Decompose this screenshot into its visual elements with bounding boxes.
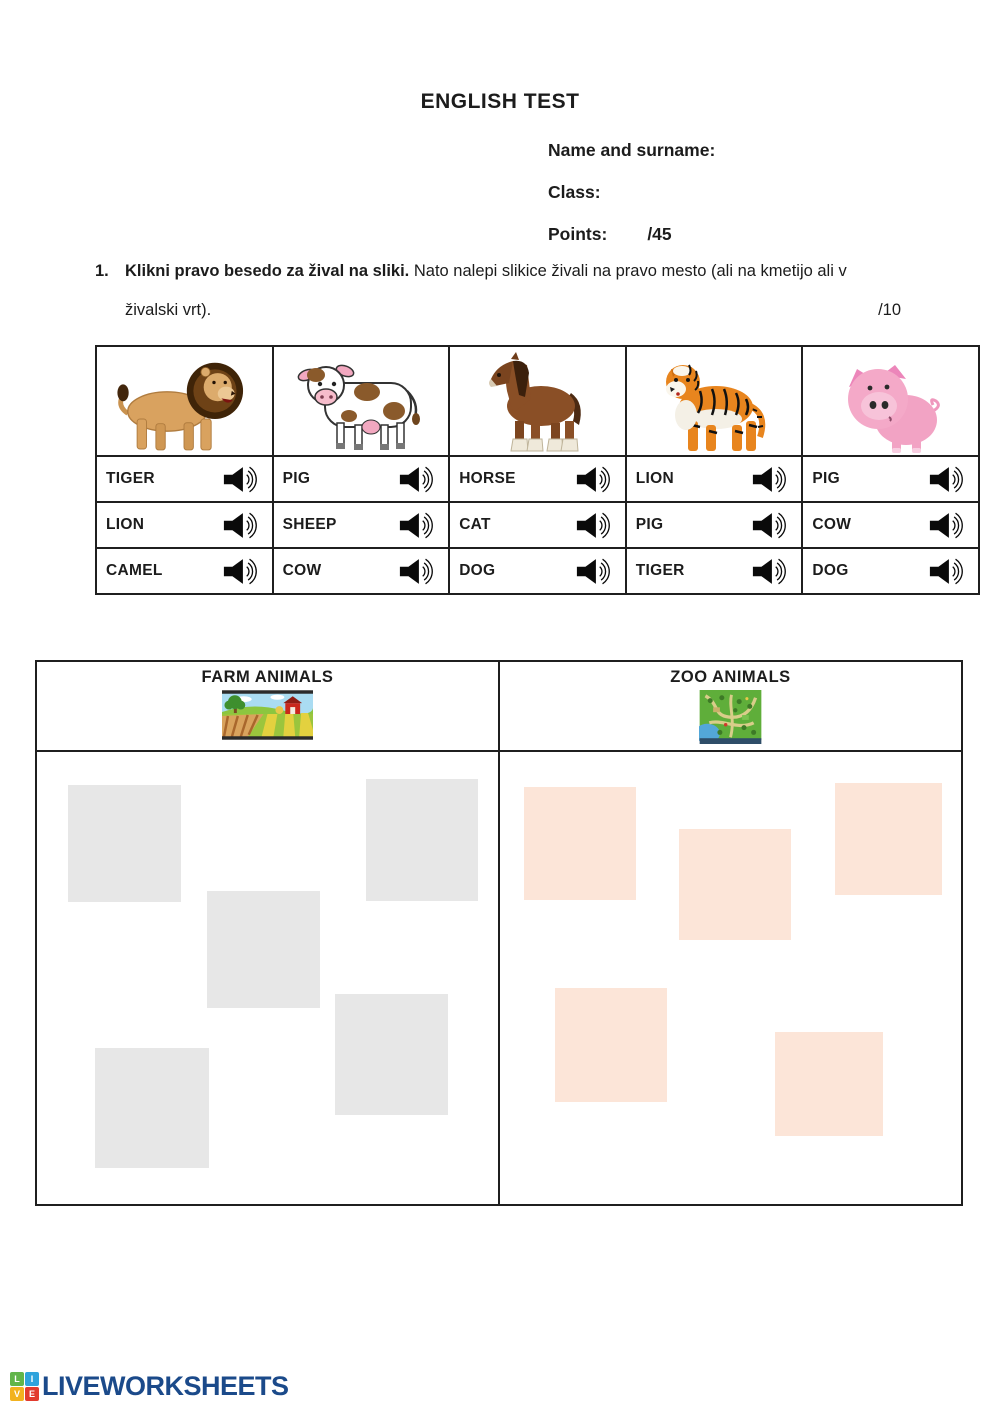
word-option-cell: COW [271, 547, 451, 595]
word-option[interactable]: COW [282, 562, 322, 579]
word-option-cell: CAMEL [95, 547, 274, 595]
animal-image-row [95, 345, 980, 457]
logo-text: LIVEWORKSHEETS [42, 1371, 289, 1401]
zoo-title: ZOO ANIMALS [670, 668, 791, 686]
logo-tile: I [25, 1372, 39, 1386]
cow-image [297, 364, 420, 450]
word-option[interactable]: PIG [812, 470, 840, 487]
pig-image-cell [801, 345, 980, 457]
word-option[interactable]: SHEEP [282, 516, 337, 533]
zoo-header-cell: ZOO ANIMALS [498, 660, 963, 752]
word-option-row: TIGER PIG HORSE LION PIG [95, 455, 980, 503]
lion-image [117, 362, 244, 451]
question-text: Klikni pravo besedo za žival na sliki. N… [125, 262, 847, 319]
farm-dropzone[interactable] [335, 994, 448, 1115]
zoo-dropzone[interactable] [775, 1032, 883, 1136]
speaker-icon[interactable] [398, 464, 436, 495]
question-1: 1. Klikni pravo besedo za žival na sliki… [95, 252, 907, 330]
logo-tile: L [10, 1372, 24, 1386]
speaker-icon[interactable] [222, 556, 260, 587]
page-title: ENGLISH TEST [420, 90, 580, 113]
word-option-cell: LION [624, 455, 804, 503]
liveworksheets-tiles-icon: L I V E [10, 1372, 39, 1401]
speaker-icon[interactable] [575, 464, 613, 495]
speaker-icon[interactable] [575, 510, 613, 541]
lion-image-cell [95, 345, 274, 457]
cow-image-cell [271, 345, 451, 457]
word-option-cell: CAT [448, 501, 627, 549]
word-option[interactable]: DOG [459, 562, 496, 579]
farm-header-cell: FARM ANIMALS [35, 660, 500, 752]
word-option-cell: SHEEP [271, 501, 451, 549]
word-option-row: LION SHEEP CAT PIG COW [95, 501, 980, 549]
liveworksheets-logo: L I V E LIVEWORKSHEETS [10, 1371, 289, 1402]
word-option[interactable]: LION [106, 516, 145, 533]
class-label: Class: [548, 182, 601, 202]
word-option-cell: PIG [624, 501, 804, 549]
tiger-image-cell [624, 345, 804, 457]
question-points: /10 [878, 301, 901, 319]
speaker-icon[interactable] [398, 510, 436, 541]
word-option-cell: LION [95, 501, 274, 549]
logo-tile: V [10, 1387, 24, 1401]
word-option[interactable]: PIG [282, 470, 311, 487]
horse-image-cell [448, 345, 627, 457]
student-info-block: Name and surname: Class: Points: /45 [548, 140, 715, 266]
word-option[interactable]: LION [635, 470, 675, 487]
word-option[interactable]: COW [812, 516, 852, 533]
sort-table: FARM ANIMALS [35, 660, 963, 1206]
zoo-dropzone[interactable] [555, 988, 667, 1102]
speaker-icon[interactable] [398, 556, 436, 587]
farm-scene-image [222, 690, 313, 740]
pig-image [847, 365, 940, 453]
logo-tile: E [25, 1387, 39, 1401]
farm-dropzone[interactable] [207, 891, 320, 1008]
farm-dropzone[interactable] [68, 785, 181, 902]
word-option-cell: HORSE [448, 455, 627, 503]
speaker-icon[interactable] [751, 510, 789, 541]
word-option[interactable]: PIG [635, 516, 664, 533]
zoo-drop-area [498, 750, 963, 1206]
points-label: Points: [548, 224, 608, 244]
farm-title: FARM ANIMALS [201, 668, 334, 686]
horse-image [489, 352, 582, 452]
word-option-cell: COW [801, 501, 980, 549]
word-option-cell: TIGER [95, 455, 274, 503]
speaker-icon[interactable] [751, 464, 789, 495]
zoo-map-image [694, 690, 762, 744]
name-label: Name and surname: [548, 140, 716, 160]
word-option[interactable]: DOG [812, 562, 849, 579]
word-option-row: CAMEL COW DOG TIGER DOG [95, 547, 980, 595]
speaker-icon[interactable] [575, 556, 613, 587]
word-option-cell: DOG [448, 547, 627, 595]
word-option-cell: PIG [801, 455, 980, 503]
word-option-cell: TIGER [624, 547, 804, 595]
speaker-icon[interactable] [222, 464, 260, 495]
farm-drop-area [35, 750, 500, 1206]
farm-dropzone[interactable] [366, 779, 478, 901]
points-total: /45 [647, 224, 672, 244]
question-number: 1. [95, 262, 109, 280]
farm-dropzone[interactable] [95, 1048, 209, 1168]
word-option[interactable]: TIGER [106, 470, 155, 487]
speaker-icon[interactable] [928, 510, 966, 541]
speaker-icon[interactable] [222, 510, 260, 541]
tiger-image [666, 364, 766, 451]
zoo-dropzone[interactable] [524, 787, 636, 900]
word-option-cell: PIG [271, 455, 451, 503]
zoo-dropzone[interactable] [835, 783, 942, 895]
speaker-icon[interactable] [928, 464, 966, 495]
word-option[interactable]: TIGER [635, 562, 685, 579]
word-option[interactable]: CAMEL [106, 562, 163, 579]
word-option[interactable]: HORSE [459, 470, 516, 487]
points-row: Points: /45 [548, 224, 715, 266]
zoo-dropzone[interactable] [679, 829, 791, 940]
speaker-icon[interactable] [928, 556, 966, 587]
word-choice-table: TIGER PIG HORSE LION PIG LION SHEEP [95, 345, 980, 595]
word-option-cell: DOG [801, 547, 980, 595]
word-option[interactable]: CAT [459, 516, 491, 533]
speaker-icon[interactable] [751, 556, 789, 587]
